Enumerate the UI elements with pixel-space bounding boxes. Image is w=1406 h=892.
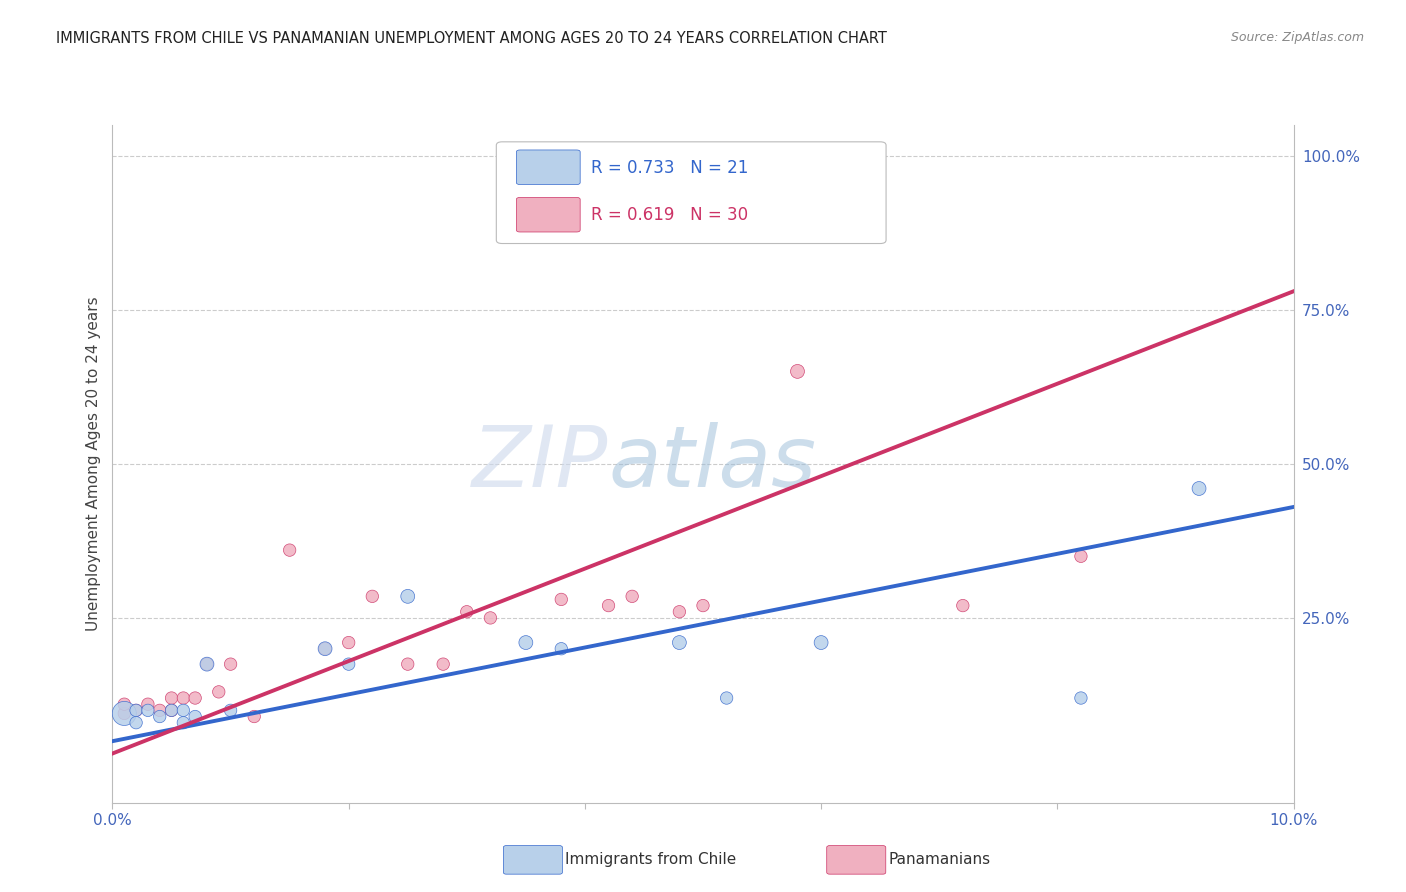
Text: Panamanians: Panamanians [889, 853, 991, 867]
Point [337, 635, 360, 649]
Point [112, 697, 135, 711]
Text: atlas: atlas [609, 422, 817, 506]
Point [160, 691, 183, 706]
Point [172, 703, 194, 717]
FancyBboxPatch shape [496, 142, 886, 244]
Text: R = 0.619   N = 30: R = 0.619 N = 30 [591, 206, 748, 224]
Point [314, 641, 336, 656]
Point [1188, 482, 1211, 496]
Point [184, 709, 207, 723]
Point [278, 543, 301, 558]
Point [125, 703, 148, 717]
Point [184, 691, 207, 706]
Point [149, 703, 172, 717]
Point [396, 590, 419, 604]
Point [219, 657, 242, 672]
Point [668, 605, 690, 619]
Point [160, 703, 183, 717]
Point [479, 611, 502, 625]
Text: R = 0.733   N = 21: R = 0.733 N = 21 [591, 159, 748, 177]
FancyBboxPatch shape [516, 150, 581, 185]
Point [751, 222, 773, 236]
Point [219, 703, 242, 717]
Point [125, 703, 148, 717]
Point [136, 697, 159, 711]
Text: Source: ZipAtlas.com: Source: ZipAtlas.com [1230, 31, 1364, 45]
Point [195, 657, 218, 672]
Point [172, 691, 194, 706]
FancyBboxPatch shape [516, 197, 581, 232]
Point [550, 641, 572, 656]
Point [598, 599, 620, 613]
Point [550, 592, 572, 607]
Point [195, 657, 218, 672]
Point [1070, 691, 1092, 706]
Point [692, 599, 714, 613]
Point [952, 599, 974, 613]
Text: IMMIGRANTS FROM CHILE VS PANAMANIAN UNEMPLOYMENT AMONG AGES 20 TO 24 YEARS CORRE: IMMIGRANTS FROM CHILE VS PANAMANIAN UNEM… [56, 31, 887, 46]
Point [208, 685, 231, 699]
Point [432, 657, 454, 672]
Point [786, 364, 808, 378]
Point [621, 590, 644, 604]
Text: Immigrants from Chile: Immigrants from Chile [565, 853, 737, 867]
Point [314, 641, 336, 656]
Point [112, 706, 135, 721]
Point [396, 657, 419, 672]
Point [668, 635, 690, 649]
Point [337, 657, 360, 672]
Text: ZIP: ZIP [472, 422, 609, 506]
Point [361, 590, 384, 604]
Point [243, 709, 266, 723]
Point [456, 605, 478, 619]
Point [136, 703, 159, 717]
Y-axis label: Unemployment Among Ages 20 to 24 years: Unemployment Among Ages 20 to 24 years [86, 296, 101, 632]
Point [810, 635, 832, 649]
Point [112, 706, 135, 721]
Point [149, 709, 172, 723]
Point [160, 703, 183, 717]
Point [125, 715, 148, 730]
Point [172, 715, 194, 730]
Point [716, 691, 738, 706]
Point [515, 635, 537, 649]
Point [1070, 549, 1092, 564]
